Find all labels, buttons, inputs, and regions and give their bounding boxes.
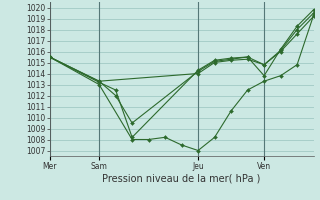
X-axis label: Pression niveau de la mer( hPa ): Pression niveau de la mer( hPa ) [102, 173, 261, 183]
